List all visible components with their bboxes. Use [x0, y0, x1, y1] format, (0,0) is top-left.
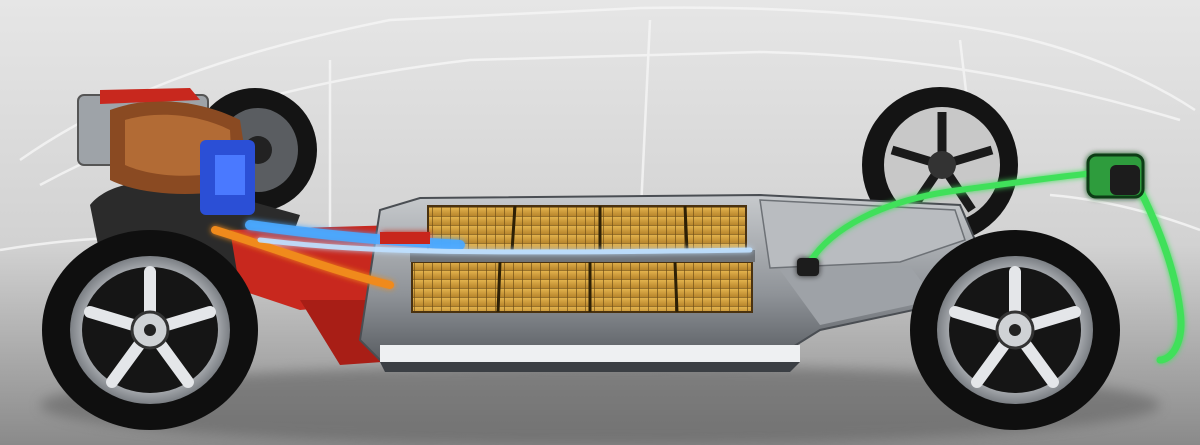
high-voltage-cables	[211, 220, 753, 289]
battery-cells-lower	[411, 261, 753, 313]
charging-cable	[797, 153, 1185, 364]
charge-port	[797, 258, 819, 276]
floor-shadow	[40, 365, 1160, 445]
battery-cells-upper	[427, 205, 747, 252]
rear-near-wheel	[910, 230, 1120, 430]
battery-pack	[358, 193, 977, 372]
front-near-wheel	[42, 230, 258, 430]
